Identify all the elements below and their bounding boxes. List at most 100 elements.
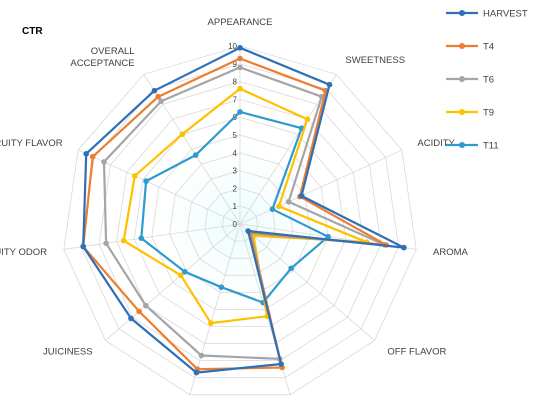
axis-label: FRUITY ODOR: [0, 247, 47, 258]
series-t11: [138, 109, 331, 306]
grid-spoke: [239, 223, 375, 341]
tick-label: 4: [233, 149, 238, 158]
series-group: [80, 45, 407, 376]
data-point: [101, 159, 107, 165]
legend-label: T11: [483, 141, 499, 152]
data-point: [304, 116, 311, 122]
legend-marker: [459, 76, 465, 82]
chart-title: CTR: [22, 26, 43, 37]
data-point: [237, 109, 243, 115]
data-point: [245, 228, 251, 234]
legend-label: T6: [483, 75, 494, 86]
axis-labels: APPEARANCE SWEETNESS ACIDITY AROMA OFF FLAVO…: [0, 17, 469, 358]
tick-label: 7: [233, 95, 238, 104]
series-line: [122, 87, 368, 325]
data-point: [237, 55, 243, 62]
tick-label: 1: [233, 202, 238, 211]
tick-label: 3: [233, 167, 238, 176]
axis-label: JUICINESS: [43, 347, 93, 358]
data-point: [103, 240, 109, 247]
axis-label: FRUITY FLAVOR: [0, 138, 63, 149]
data-point: [193, 369, 200, 376]
tick-label: 5: [233, 131, 238, 140]
data-point: [237, 64, 243, 71]
legend-label: T9: [483, 108, 494, 119]
data-point: [120, 237, 127, 244]
tick-label: 0: [233, 220, 238, 229]
data-point: [155, 93, 161, 100]
data-point: [89, 153, 96, 160]
data-point: [83, 151, 89, 157]
data-point: [276, 203, 282, 210]
grid-spoke: [105, 223, 241, 341]
data-point: [128, 315, 134, 322]
legend-item: HARVEST: [446, 9, 528, 20]
data-point: [158, 98, 164, 104]
data-point: [288, 265, 294, 272]
grid-ring: [221, 205, 259, 242]
tick-label: 8: [233, 78, 238, 87]
axis-label: OVERALL ACCEPTANCE: [70, 46, 134, 69]
grid-spoke: [239, 149, 403, 225]
data-point: [218, 284, 225, 291]
data-point: [298, 193, 305, 199]
series-line: [102, 66, 386, 360]
grid-ring: [116, 98, 364, 345]
data-point: [192, 152, 199, 158]
axis-label: OFF FLAVOR: [387, 347, 446, 358]
data-point: [179, 131, 186, 137]
tick-label: 9: [233, 60, 238, 69]
series-line: [82, 46, 405, 374]
grid-ring: [186, 170, 294, 276]
data-point: [151, 87, 158, 94]
grid-spoke: [189, 223, 241, 395]
data-point: [285, 199, 292, 205]
axis-label: ACIDITY: [417, 138, 455, 149]
data-point: [143, 178, 149, 184]
radar-grid: [63, 45, 417, 396]
legend-item: T11: [446, 141, 499, 152]
legend-marker: [459, 43, 465, 49]
data-point: [278, 361, 284, 367]
data-point: [325, 233, 331, 240]
axis-label: APPEARANCE: [208, 17, 273, 28]
tick-label: 10: [228, 42, 237, 51]
axis-label: SWEETNESS: [345, 55, 405, 66]
data-point: [208, 320, 214, 326]
tick-label: 2: [233, 184, 238, 193]
legend-label: HARVEST: [483, 9, 528, 20]
data-point: [237, 85, 243, 92]
data-point: [198, 352, 205, 359]
data-point: [138, 235, 145, 241]
legend: HARVEST T4 T6 T9 T11: [446, 9, 528, 152]
grid-ring: [151, 134, 329, 310]
legend-item: T6: [446, 75, 494, 86]
grid-ring: [133, 116, 347, 327]
data-point: [178, 272, 184, 279]
data-point: [132, 173, 138, 179]
series-line: [140, 110, 330, 304]
data-point: [326, 81, 333, 88]
grid-ring: [204, 187, 276, 259]
data-point: [401, 244, 407, 251]
data-point: [182, 269, 188, 275]
legend-item: T9: [446, 108, 494, 119]
data-point: [237, 45, 243, 51]
legend-marker: [459, 10, 465, 16]
grid-ring: [169, 152, 311, 293]
legend-label: T4: [483, 42, 494, 53]
grid-ring: [63, 45, 417, 396]
legend-item: T4: [446, 42, 494, 53]
data-point: [136, 308, 142, 315]
grid-ring: [98, 81, 382, 362]
data-point: [269, 206, 276, 212]
axis-label: AROMA: [433, 247, 469, 258]
series-harvest: [80, 45, 407, 376]
data-point: [143, 302, 149, 309]
data-point: [80, 243, 86, 250]
legend-marker: [459, 142, 465, 148]
legend-marker: [459, 109, 465, 115]
grid-spoke: [63, 223, 241, 250]
